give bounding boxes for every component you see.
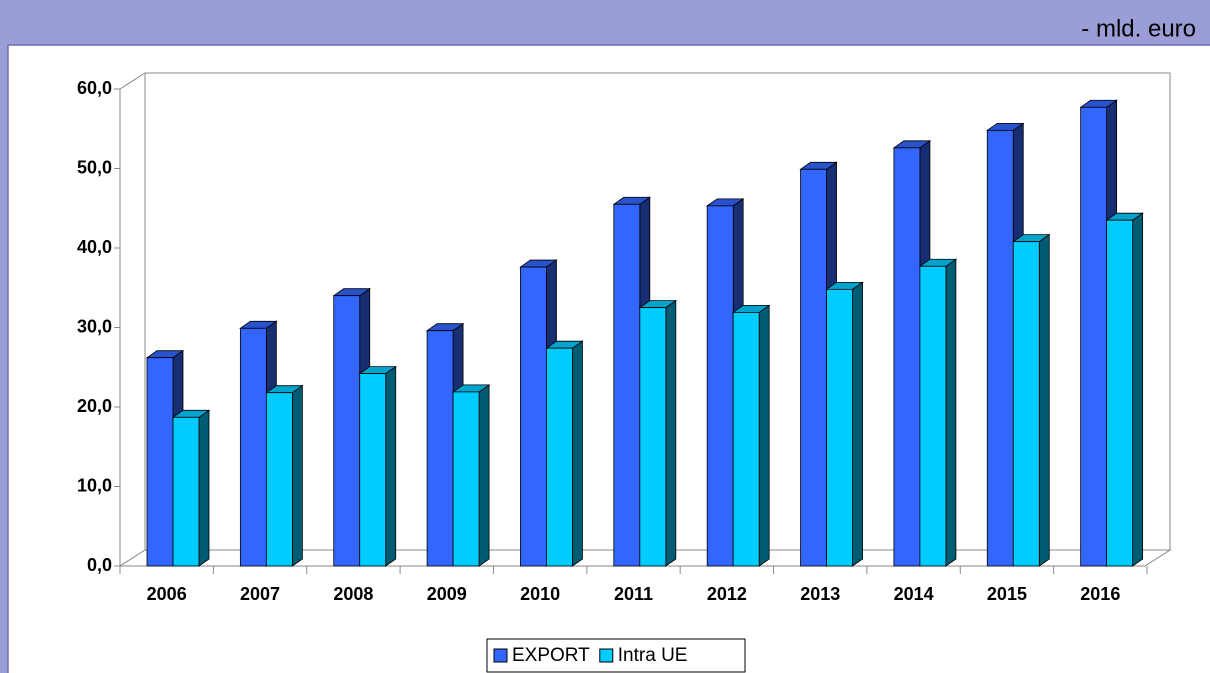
bar [265, 392, 293, 567]
bar-side [945, 258, 957, 567]
x-tick-label: 2010 [520, 584, 560, 604]
x-tick-label: 2012 [707, 584, 747, 604]
bar [146, 357, 174, 567]
x-tick-label: 2006 [147, 584, 187, 604]
bar [1012, 241, 1040, 567]
legend-box [486, 638, 746, 673]
bar-side [852, 281, 863, 567]
bar [986, 129, 1014, 567]
bar [639, 307, 667, 567]
y-tick-label: 20,0 [77, 396, 112, 416]
wall-edge [119, 72, 146, 90]
bar-group [171, 409, 211, 567]
bar-group [451, 384, 491, 567]
legend-label: EXPORT [512, 645, 590, 666]
x-tick-label: 2016 [1080, 584, 1120, 604]
bar-side [758, 304, 770, 567]
bar-side [291, 384, 303, 567]
y-tick-label: 50,0 [77, 157, 112, 177]
x-tick-label: 2007 [240, 584, 280, 604]
left-strip [0, 45, 8, 673]
y-tick-label: 60,0 [77, 78, 112, 98]
y-tick-label: 40,0 [77, 237, 112, 257]
legend-swatch [599, 648, 614, 663]
bar [732, 311, 760, 567]
y-tick-label: 0,0 [87, 555, 112, 575]
bar [893, 147, 921, 567]
legend-label: Intra UE [618, 645, 688, 666]
bar [546, 347, 573, 567]
bar [826, 288, 853, 567]
y-tick-label: 10,0 [77, 475, 112, 495]
x-tick-label: 2011 [614, 584, 653, 604]
bar [426, 330, 454, 567]
bar-group [918, 258, 958, 567]
bar [919, 265, 947, 567]
legend-swatch [493, 648, 508, 663]
bar-group [638, 299, 678, 567]
bar [706, 205, 734, 567]
bar-side [572, 340, 583, 567]
bar-group [265, 384, 304, 567]
x-tick-label: 2015 [987, 584, 1027, 604]
bar [359, 373, 387, 567]
bar-side [198, 409, 210, 567]
bar [613, 203, 641, 567]
x-tick-label: 2008 [333, 584, 373, 604]
bar-group [825, 281, 864, 567]
bar [520, 266, 547, 567]
x-tick-label: 2009 [427, 584, 467, 604]
bar-group [1012, 233, 1051, 567]
unit-label: - mld. euro [1081, 15, 1196, 42]
bar-side [665, 299, 677, 567]
bar-group [358, 365, 397, 567]
banner [0, 0, 1210, 45]
bar-side [1132, 212, 1144, 567]
bar [1080, 106, 1108, 567]
bar-side [478, 384, 490, 567]
bar-side [1038, 233, 1050, 567]
bar-group [731, 304, 771, 567]
bar-group [1105, 212, 1144, 567]
bar [239, 327, 267, 567]
bar [800, 168, 827, 567]
bar-group [545, 340, 584, 567]
bar [452, 391, 480, 567]
bar [1106, 219, 1134, 567]
bar-side [385, 365, 397, 567]
bar [172, 416, 200, 567]
x-tick-label: 2014 [894, 584, 934, 604]
legend: EXPORT Intra UE [486, 638, 746, 673]
x-tick-label: 2013 [800, 584, 840, 604]
y-tick-label: 30,0 [77, 316, 112, 336]
bar [333, 295, 361, 567]
